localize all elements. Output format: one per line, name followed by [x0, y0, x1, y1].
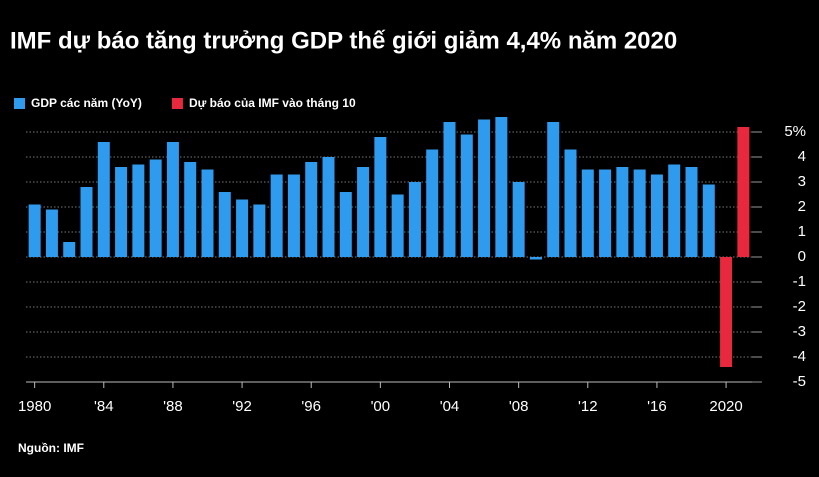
y-tick-label: -5 [793, 373, 806, 390]
bar [478, 119, 491, 257]
bar [443, 122, 456, 257]
y-tick-label: -4 [793, 348, 806, 365]
y-tick-label: -1 [793, 273, 806, 290]
bar [218, 192, 231, 257]
bar [564, 149, 577, 257]
chart-title: IMF dự báo tăng trưởng GDP thế giới giảm… [10, 27, 677, 54]
bar [633, 169, 646, 257]
legend-swatch [171, 98, 183, 109]
y-tick-label: 0 [798, 248, 806, 265]
bar [253, 204, 266, 257]
x-tick-label: 2020 [709, 398, 742, 415]
source: Nguồn: IMF [18, 441, 84, 455]
bar [512, 182, 525, 257]
bar [80, 187, 93, 257]
bar [737, 127, 750, 257]
bar [702, 184, 715, 257]
legend-label: Dự báo của IMF vào tháng 10 [189, 96, 356, 110]
bar [495, 117, 508, 257]
x-tick-label: '96 [301, 398, 321, 415]
bar [97, 142, 110, 257]
bar [287, 174, 300, 257]
bar [529, 257, 542, 260]
x-tick-label: '88 [163, 398, 183, 415]
bar [45, 209, 58, 257]
bar [305, 162, 318, 257]
bar [236, 199, 249, 257]
legend-label: GDP các năm (YoY) [31, 96, 142, 110]
bar [201, 169, 214, 257]
x-tick-label: '12 [578, 398, 598, 415]
bar [720, 257, 733, 367]
bar [115, 167, 128, 257]
x-tick-label: '16 [647, 398, 667, 415]
x-tick-label: '92 [232, 398, 252, 415]
x-tick-label: '84 [94, 398, 114, 415]
y-tick-label: 4 [798, 148, 806, 165]
x-tick-label: '04 [440, 398, 460, 415]
bar [357, 167, 370, 257]
bar [460, 134, 473, 257]
bar [374, 137, 387, 257]
legend-swatch [14, 98, 25, 109]
bar [547, 122, 560, 257]
bar [391, 194, 404, 257]
bar [599, 169, 612, 257]
y-tick-label: 2 [798, 198, 806, 215]
bar [685, 167, 698, 257]
bar [339, 192, 352, 257]
bar [149, 159, 162, 257]
y-tick-label: 3 [798, 173, 806, 190]
bar [408, 182, 421, 257]
bar [581, 169, 594, 257]
bar [426, 149, 439, 257]
x-tick-label: '08 [509, 398, 529, 415]
bar [650, 174, 663, 257]
bar [63, 242, 76, 257]
bar [616, 167, 629, 257]
bar [28, 204, 41, 257]
bar [668, 164, 681, 257]
x-tick-label: 1980 [18, 398, 51, 415]
y-tick-label: -2 [793, 298, 806, 315]
y-tick-label: 5% [784, 123, 806, 140]
bar [322, 157, 335, 257]
bar [270, 174, 283, 257]
bar [166, 142, 179, 257]
bar [132, 164, 145, 257]
x-tick-label: '00 [371, 398, 391, 415]
y-tick-label: -3 [793, 323, 806, 340]
y-tick-label: 1 [798, 223, 806, 240]
bar [184, 162, 197, 257]
